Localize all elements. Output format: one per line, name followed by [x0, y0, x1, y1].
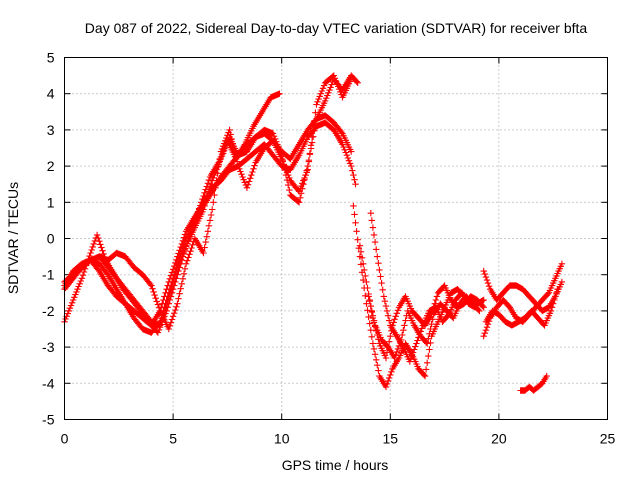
series-track-4 [61, 72, 361, 329]
y-tick-label: 5 [47, 50, 55, 66]
y-tick-label: 3 [47, 122, 55, 138]
y-tick-label: -2 [42, 303, 55, 319]
point-markers [96, 72, 355, 333]
y-tick-label: -4 [42, 375, 55, 391]
point-markers [367, 210, 479, 365]
series-track-9 [367, 210, 479, 365]
plot-frame [64, 57, 608, 420]
x-tick-label: 0 [61, 431, 69, 447]
series-track-13 [517, 372, 550, 394]
point-markers [61, 90, 283, 336]
y-tick-label: 4 [47, 86, 55, 102]
x-tick-label: 25 [600, 431, 616, 447]
y-tick-label: 2 [47, 158, 55, 174]
y-tick-label: 0 [47, 231, 55, 247]
grid-lines [64, 57, 608, 420]
y-tick-label: 1 [47, 194, 55, 210]
x-tick-label: 15 [383, 431, 399, 447]
series-track-5 [96, 72, 355, 333]
point-markers [61, 119, 359, 329]
series-track-12 [482, 286, 561, 329]
y-tick-label: -1 [42, 267, 55, 283]
x-tick-label: 10 [274, 431, 290, 447]
y-axis-label: SDTVAR / TECUs [5, 182, 21, 294]
y-tick-labels: -5 -4 -3 -2 -1 0 1 2 3 4 5 [42, 50, 55, 428]
x-tick-label: 5 [169, 431, 177, 447]
y-tick-label: -5 [42, 412, 55, 428]
x-tick-labels: 0 5 10 15 20 25 [61, 431, 616, 447]
data-points [61, 72, 566, 394]
y-tick-label: -3 [42, 339, 55, 355]
x-axis-label: GPS time / hours [282, 457, 389, 473]
series-track-3 [61, 119, 359, 329]
point-markers [61, 72, 361, 329]
chart-title: Day 087 of 2022, Sidereal Day-to-day VTE… [85, 20, 588, 36]
point-markers [517, 372, 550, 394]
x-tick-label: 20 [491, 431, 507, 447]
series-track-8 [365, 293, 483, 362]
axis-ticks [64, 57, 608, 420]
point-markers [365, 293, 483, 362]
point-markers [482, 286, 561, 329]
series-track-1 [61, 90, 283, 336]
